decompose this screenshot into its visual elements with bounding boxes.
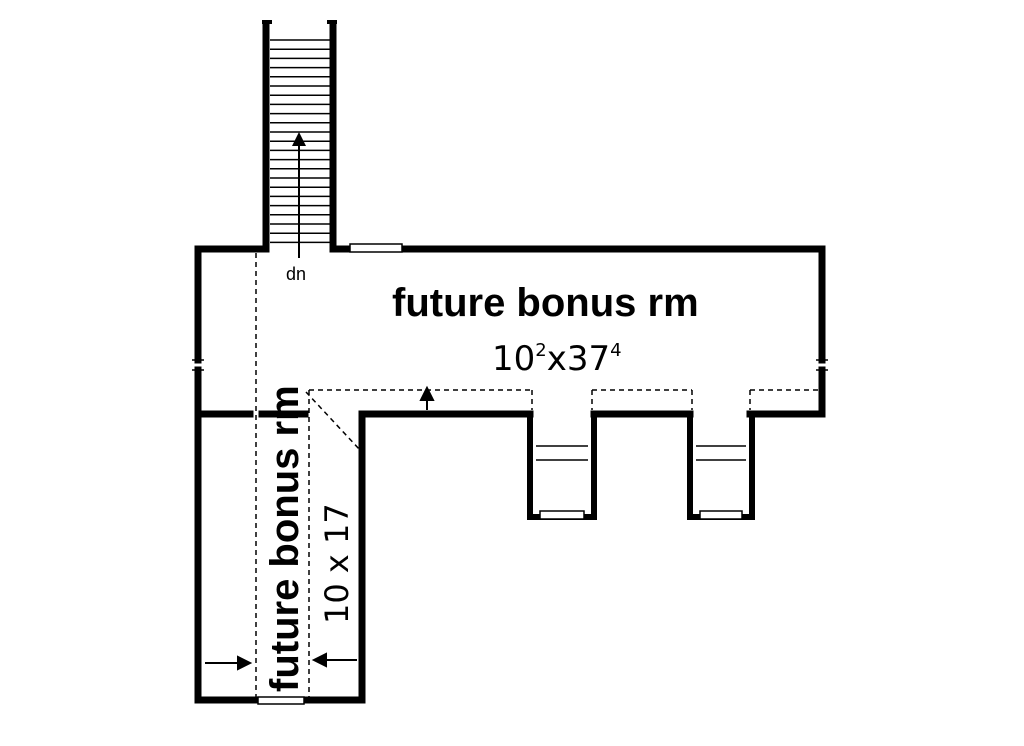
arrow-right-icon bbox=[237, 655, 253, 671]
arrow-left-icon bbox=[311, 652, 327, 668]
arrow-up-icon bbox=[419, 385, 435, 401]
arrow-up-icon bbox=[292, 132, 306, 146]
main-room-dimensions: 102x374 bbox=[492, 339, 622, 379]
attic-access-window bbox=[349, 243, 403, 253]
bottom-window bbox=[257, 696, 305, 705]
knee-wall-lines bbox=[255, 253, 818, 700]
side-room-dimensions: 10 x 17 bbox=[318, 503, 356, 624]
main-room-name: future bonus rm bbox=[392, 281, 699, 325]
direction-arrows bbox=[205, 385, 435, 671]
dormer-2 bbox=[687, 414, 755, 520]
dormer-1 bbox=[527, 414, 597, 520]
side-room-name: future bonus rm bbox=[263, 385, 307, 692]
dormer-window bbox=[539, 510, 585, 520]
dormer-window bbox=[699, 510, 743, 520]
openings bbox=[192, 243, 828, 705]
walls bbox=[194, 245, 826, 704]
stair-label: dn bbox=[286, 264, 306, 284]
staircase bbox=[262, 20, 337, 258]
